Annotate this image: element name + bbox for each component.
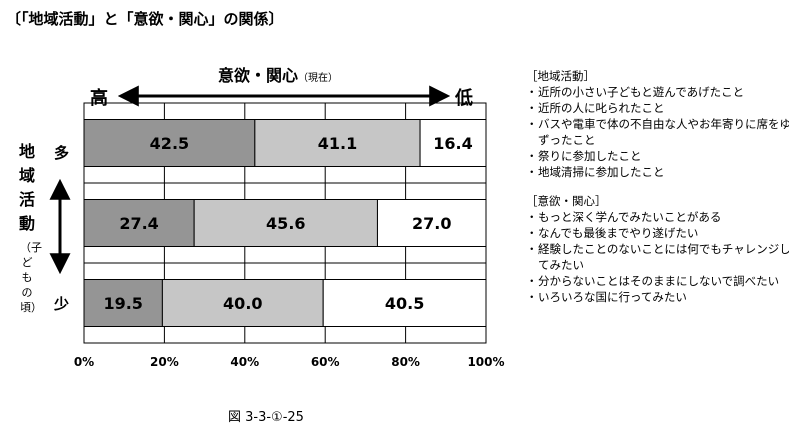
more-label: 多 [54, 144, 70, 162]
bars: 42.5 41.1 16.4 27.4 45.6 27.0 19.5 40.0 40.5 [83, 119, 487, 327]
bullet-icon: ・ [526, 117, 538, 131]
bar-segment [193, 199, 378, 247]
legend-activity-header: ［地域活動］ [526, 69, 595, 83]
bullet-icon: ・ [526, 210, 538, 224]
bar-value-label: 27.4 [119, 214, 158, 233]
legend-motivation-item: ・もっと深く学んでみたいことがある [526, 209, 789, 225]
bar-value-label: 19.5 [103, 294, 142, 313]
legend-motivation-item: ・分からないことはそのままにしないで調べたい [526, 273, 789, 289]
high-label: 高 [90, 88, 108, 109]
legend-activity-item: ・バスや電車で体の不自由な人やお年寄りに席をゆずったこと [526, 116, 789, 148]
top-axis-label: 意欲・関心（現在） [218, 62, 338, 86]
legend-activity-list: ・近所の小さい子どもと遊んであげたこと・近所の人に叱られたこと・バスや電車で体の… [526, 84, 789, 180]
legend-motivation-list: ・もっと深く学んでみたいことがある・なんでも最後までやり遂げたい・経験したことの… [526, 209, 789, 305]
bullet-icon: ・ [526, 149, 538, 163]
legend-activity-item-text: バスや電車で体の不自由な人やお年寄りに席をゆずったこと [538, 117, 789, 147]
bullet-icon: ・ [526, 274, 538, 288]
x-tick-label: 0% [74, 355, 94, 369]
bullet-icon: ・ [526, 165, 538, 179]
less-label: 少 [54, 295, 70, 313]
bar-value-label: 40.5 [385, 294, 424, 313]
bar-value-label: 16.4 [433, 134, 472, 153]
bullet-icon: ・ [526, 242, 538, 256]
bar-value-label: 45.6 [266, 214, 305, 233]
x-tick-label: 60% [311, 355, 340, 369]
bar-segment [254, 119, 421, 167]
legend-motivation-item: ・経験したことのないことには何でもチャレンジしてみたい [526, 241, 789, 273]
legend-motivation-item-text: もっと深く学んでみたいことがある [538, 210, 722, 224]
bar-segment [376, 199, 487, 247]
bullet-icon: ・ [526, 85, 538, 99]
x-tick-label: 80% [391, 355, 420, 369]
legend-activity-item: ・近所の小さい子どもと遊んであげたこと [526, 84, 789, 100]
legend-activity-item-text: 近所の人に叱られたこと [538, 101, 665, 115]
bar-value-label: 27.0 [412, 214, 451, 233]
legend-activity-item-text: 地域清掃に参加したこと [538, 165, 665, 179]
legend-motivation-header: ［意欲・関心］ [526, 194, 607, 208]
legend-activity-item: ・地域清掃に参加したこと [526, 164, 789, 180]
bar-value-label: 41.1 [318, 134, 357, 153]
legend-motivation-item: ・なんでも最後までやり遂げたい [526, 225, 789, 241]
x-tick-label: 40% [230, 355, 259, 369]
legend-motivation-item-text: なんでも最後までやり遂げたい [538, 226, 699, 240]
bar-segment [419, 119, 487, 167]
figure-caption: 図 3-3-①-25 [228, 410, 304, 425]
bullet-icon: ・ [526, 226, 538, 240]
bar-segment [161, 279, 324, 327]
bar-segment [83, 199, 195, 247]
legend-motivation-item-text: いろいろな国に行ってみたい [538, 290, 687, 304]
x-tick-label: 20% [150, 355, 179, 369]
x-tick-label: 100% [467, 355, 504, 369]
top-axis-label-note: （現在） [298, 73, 339, 84]
legend-motivation-item-text: 経験したことのないことには何でもチャレンジしてみたい [538, 242, 789, 272]
legend-activity-item-text: 近所の小さい子どもと遊んであげたこと [538, 85, 745, 99]
legend: ［地域活動］ ・近所の小さい子どもと遊んであげたこと・近所の人に叱られたこと・バ… [526, 68, 789, 305]
bar-segment [322, 279, 487, 327]
left-axis-label: 地域活動 [18, 142, 35, 233]
legend-activity-item: ・祭りに参加したこと [526, 148, 789, 164]
legend-activity-item: ・近所の人に叱られたこと [526, 100, 789, 116]
bullet-icon: ・ [526, 101, 538, 115]
legend-activity-item-text: 祭りに参加したこと [538, 149, 642, 163]
page-title: 〔「地域活動」と「意欲・関心」の関係〕 [6, 10, 284, 28]
legend-motivation-item-text: 分からないことはそのままにしないで調べたい [538, 274, 780, 288]
bar-segment [83, 119, 256, 167]
top-axis-label-text: 意欲・関心 [218, 66, 299, 85]
x-tick-labels: 0% 20% 40% 60% 80% 100% [74, 355, 505, 369]
low-label: 低 [455, 88, 473, 109]
bar-value-label: 42.5 [150, 134, 189, 153]
legend-motivation-item: ・いろいろな国に行ってみたい [526, 289, 789, 305]
bullet-icon: ・ [526, 290, 538, 304]
bar-value-label: 40.0 [223, 294, 262, 313]
